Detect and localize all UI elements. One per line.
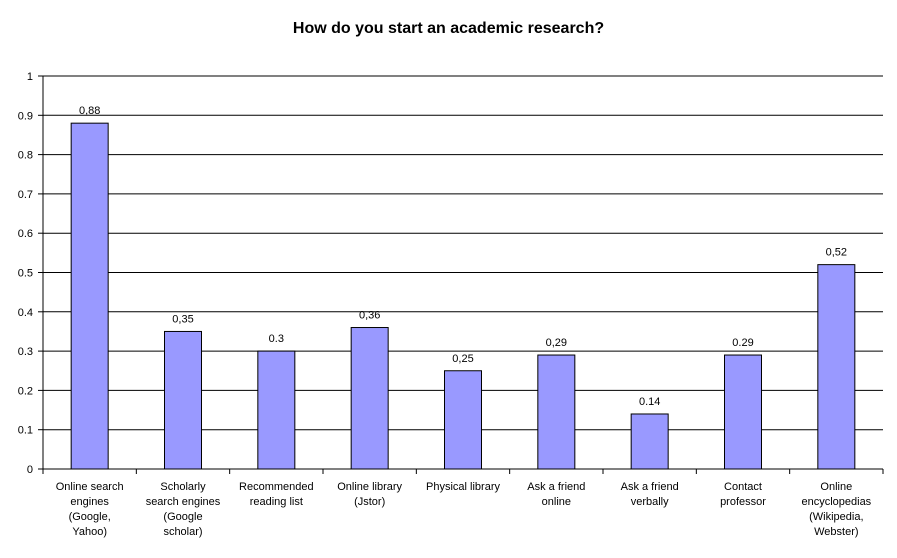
bar [537, 354, 576, 470]
data-label: 0,25 [452, 353, 473, 365]
category-label-line: (Wikipedia, [809, 511, 863, 523]
data-label: 0.14 [639, 396, 660, 408]
category-label: Contact professor [720, 481, 766, 508]
bar [164, 330, 202, 470]
category-label-line: Webster) [814, 526, 858, 538]
category-label-line: professor [720, 496, 766, 508]
category-labels: Online search engines (Google, Yahoo) Schola… [56, 481, 872, 538]
bar [817, 264, 856, 470]
category-label-line: (Jstor) [354, 496, 385, 508]
data-label: 0,35 [172, 313, 193, 325]
bar [350, 327, 389, 470]
y-tick-label: 1 [27, 71, 33, 83]
category-label-line: Online [820, 481, 852, 493]
bar [257, 350, 296, 470]
category-label-line: Contact [724, 481, 762, 493]
bars [70, 122, 856, 470]
data-label: 0,29 [546, 337, 567, 349]
bar [444, 370, 482, 470]
y-tick-label: 0 [27, 464, 33, 476]
category-label-line: Online library [337, 481, 402, 493]
category-label-line: reading list [250, 496, 303, 508]
category-label-line: Physical library [426, 481, 500, 493]
category-label: Scholarly search engines (Google scholar) [146, 481, 221, 538]
data-label: 0.29 [732, 337, 753, 349]
category-label: Online encyclopedias (Wikipedia, Webster) [801, 481, 871, 538]
category-label-line: search engines [146, 496, 221, 508]
category-label: Online search engines (Google, Yahoo) [56, 481, 124, 538]
category-label-line: encyclopedias [801, 496, 871, 508]
category-label-line: Recommended [239, 481, 314, 493]
category-label-line: Online search [56, 481, 124, 493]
category-label-line: scholar) [163, 526, 202, 538]
data-labels: 0,88 0,35 0.3 0,36 0,25 0,29 0.14 0.29 0,52 [79, 105, 847, 408]
y-tick-label: 0.5 [18, 268, 33, 280]
y-tick-label: 0.2 [18, 385, 33, 397]
category-label: Ask a friend online [527, 481, 585, 508]
category-label-line: online [542, 496, 571, 508]
category-label: Ask a friend verbally [621, 481, 679, 508]
category-label-line: Yahoo) [72, 526, 107, 538]
y-tick-label: 0.3 [18, 346, 33, 358]
y-tick-label: 0.8 [18, 150, 33, 162]
category-label-line: (Google, [69, 511, 111, 523]
category-label-line: (Google [163, 511, 202, 523]
category-label-line: Scholarly [160, 481, 206, 493]
y-axis-ticks: 0 0.1 0.2 0.3 0.4 0.5 0.6 0.7 0.8 0.9 1 [18, 71, 43, 476]
data-label: 0,88 [79, 105, 100, 117]
category-label: Physical library [426, 481, 500, 493]
y-tick-label: 0.4 [18, 307, 33, 319]
y-tick-label: 0.1 [18, 425, 33, 437]
category-label: Recommended reading list [239, 481, 314, 508]
bar [724, 354, 762, 470]
y-tick-label: 0.9 [18, 110, 33, 122]
axes [42, 76, 884, 474]
chart-title: How do you start an academic research? [292, 20, 605, 37]
category-label-line: verbally [631, 496, 669, 508]
data-label: 0,52 [826, 247, 847, 259]
bar [630, 413, 669, 470]
y-tick-label: 0.7 [18, 189, 33, 201]
category-label: Online library (Jstor) [337, 481, 402, 508]
y-tick-label: 0.6 [18, 228, 33, 240]
data-label: 0,36 [359, 310, 380, 322]
category-label-line: engines [70, 496, 109, 508]
bar [70, 122, 109, 470]
category-label-line: Ask a friend [621, 481, 679, 493]
data-label: 0.3 [269, 333, 284, 345]
category-label-line: Ask a friend [527, 481, 585, 493]
